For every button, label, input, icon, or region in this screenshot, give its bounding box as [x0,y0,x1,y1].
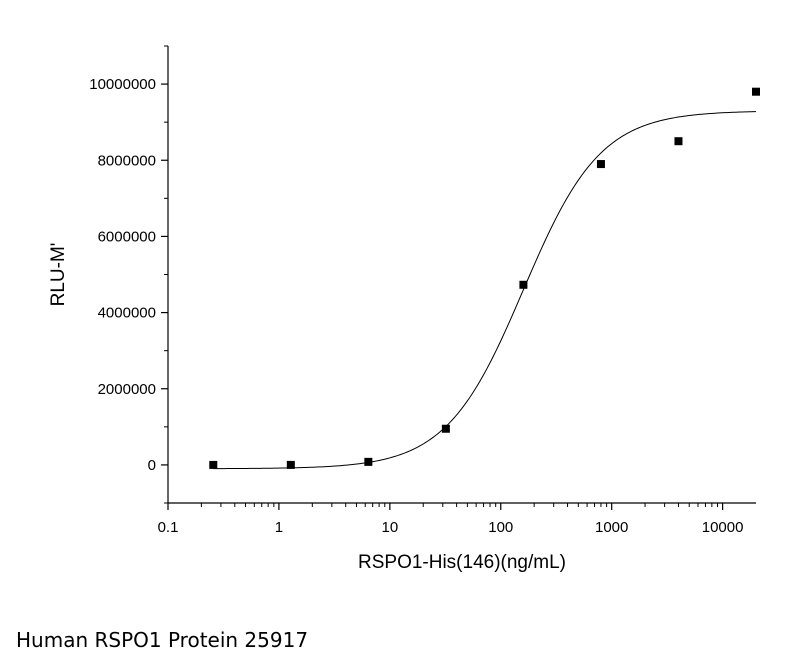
data-point [519,280,528,289]
y-tick-label: 2000000 [98,381,156,398]
y-tick-label: 10000000 [89,76,156,93]
data-point [596,160,605,169]
chart-svg: 0.1 1 10 100 1000 10000 0 2000000 4000000 600000… [48,45,760,573]
y-tick-label: 4000000 [98,305,156,322]
data-point [286,460,295,469]
data-point [674,137,683,146]
y-axis-title: RLU-M' [48,243,69,307]
y-tick-label: 6000000 [98,228,156,245]
x-tick-label: 0.1 [158,519,179,536]
data-point [441,424,450,433]
x-tick-label: 1000 [595,519,628,536]
data-points [209,87,760,469]
dose-response-chart: 0.1 1 10 100 1000 10000 0 2000000 4000000 600000… [48,45,760,573]
x-tick-label: 10000 [702,519,744,536]
x-axis-title: RSPO1-His(146)(ng/mL) [358,552,566,573]
x-tick-label: 10 [381,519,398,536]
x-tick-label: 1 [275,519,283,536]
fit-curve [213,111,757,470]
data-point [364,457,373,466]
x-tick-label: 100 [488,519,513,536]
figure-caption: Human RSPO1 Protein 25917 [16,628,309,652]
data-point [752,87,760,96]
x-axis-ticks: 0.1 1 10 100 1000 10000 [158,503,744,536]
axes [167,46,756,504]
y-tick-label: 8000000 [98,152,156,169]
data-point [209,460,218,469]
y-tick-label: 0 [148,457,156,474]
y-axis-ticks: 0 2000000 4000000 6000000 8000000 10000000 [89,45,168,504]
